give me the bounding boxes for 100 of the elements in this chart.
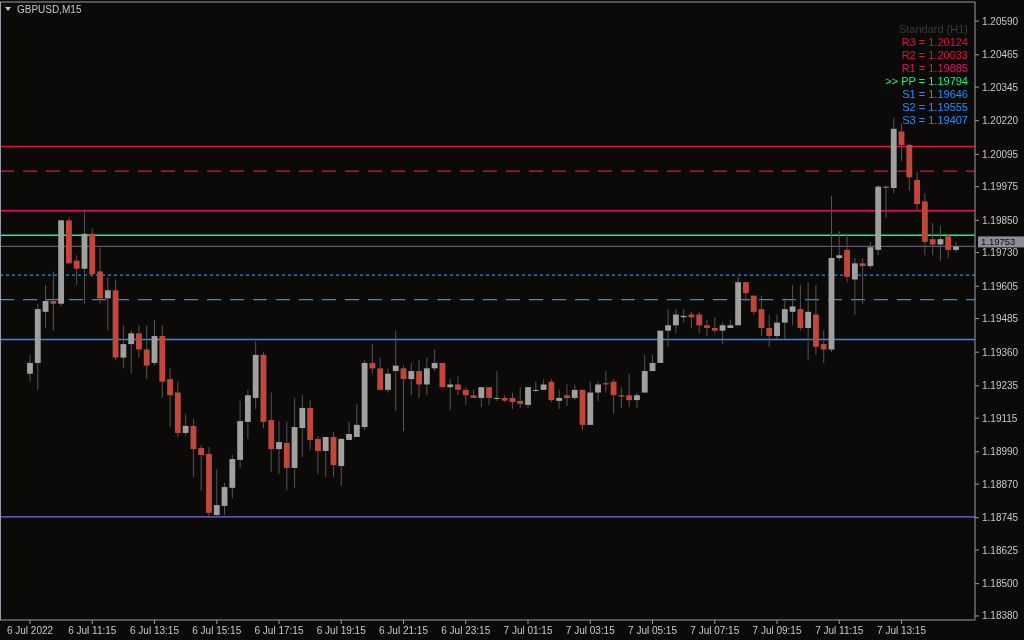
ref-line-label: R2 = 1.20033 xyxy=(901,49,968,61)
y-tick-label: 1.18500 xyxy=(982,578,1019,590)
candlestick xyxy=(797,284,804,332)
candlestick xyxy=(143,324,150,380)
chart-title: GBPUSD,M15 xyxy=(17,4,82,15)
x-tick-label: 6 Jul 2022 xyxy=(6,625,54,636)
x-tick-label: 7 Jul 13:15 xyxy=(877,625,927,636)
candlestick xyxy=(377,357,384,391)
candlestick xyxy=(136,324,142,359)
y-tick-label: 1.19485 xyxy=(982,313,1019,325)
candlestick xyxy=(346,421,352,441)
ref-line-label: S2 = 1.19555 xyxy=(902,101,968,113)
candlestick xyxy=(392,330,399,412)
candlestick xyxy=(564,383,570,407)
candlestick xyxy=(104,276,111,332)
y-tick-label: 1.19360 xyxy=(982,346,1019,358)
y-tick-label: 1.18625 xyxy=(982,544,1019,556)
candlestick xyxy=(556,389,563,410)
candlestick xyxy=(276,420,282,475)
x-tick-label: 7 Jul 03:15 xyxy=(565,625,616,636)
candlestick xyxy=(610,378,617,414)
x-tick-label: 7 Jul 09:15 xyxy=(752,625,802,636)
candlestick xyxy=(493,370,500,402)
candlestick xyxy=(719,322,726,345)
ref-line-label: S1 = 1.19646 xyxy=(902,88,968,100)
candlestick xyxy=(213,468,220,518)
y-tick-label: 1.18745 xyxy=(982,512,1019,524)
candlestick xyxy=(299,394,306,458)
candlestick xyxy=(867,241,874,270)
candlestick xyxy=(27,354,33,383)
candlestick xyxy=(937,225,944,262)
candlestick xyxy=(73,254,80,286)
y-tick-label: 1.19730 xyxy=(982,247,1019,259)
candlestick xyxy=(182,413,189,437)
y-tick-label: 1.19975 xyxy=(982,181,1019,193)
candlestick xyxy=(50,270,57,332)
candlestick xyxy=(120,324,127,369)
x-tick-label: 7 Jul 11:15 xyxy=(815,625,864,636)
y-tick-label: 1.18990 xyxy=(982,446,1019,458)
candlestick xyxy=(455,375,461,396)
candlestick xyxy=(618,386,625,409)
x-tick-label: 6 Jul 19:15 xyxy=(316,625,367,636)
x-tick-label: 6 Jul 15:15 xyxy=(192,625,242,636)
candlestick xyxy=(805,281,812,361)
candlestick xyxy=(416,359,422,399)
candlestick xyxy=(789,284,796,326)
candlestick xyxy=(385,367,391,394)
candlestick xyxy=(766,314,773,348)
y-tick-label: 1.20465 xyxy=(982,49,1019,61)
candlestick xyxy=(945,233,952,259)
y-tick-label: 1.20220 xyxy=(982,115,1019,127)
y-tick-label: 1.18380 xyxy=(982,610,1019,622)
ref-line-label: R1 = 1.19885 xyxy=(901,62,968,74)
candlestick xyxy=(672,308,679,334)
candlestick xyxy=(190,418,197,478)
candlestick xyxy=(532,381,539,394)
candlestick xyxy=(322,436,329,478)
y-tick-label: 1.20590 xyxy=(982,15,1019,27)
candlestick xyxy=(774,314,780,340)
x-tick-label: 7 Jul 05:15 xyxy=(628,625,678,636)
candlestick xyxy=(626,373,633,408)
candlestick xyxy=(525,386,531,409)
candlestick xyxy=(423,357,430,396)
ref-line-label: >> PP = 1.19794 xyxy=(885,75,968,87)
x-tick-label: 6 Jul 13:15 xyxy=(130,625,180,636)
candlestick xyxy=(781,297,788,340)
y-tick-label: 1.20095 xyxy=(982,148,1019,160)
candlestick xyxy=(353,403,360,438)
candlestick xyxy=(431,348,438,372)
ref-line-label: S3 = 1.19407 xyxy=(902,114,968,126)
y-tick-label: 1.19115 xyxy=(982,412,1018,424)
x-tick-label: 7 Jul 07:15 xyxy=(690,625,740,636)
candlestick xyxy=(929,222,936,256)
candlestick xyxy=(315,435,321,475)
candlestick xyxy=(696,311,703,334)
x-tick-label: 6 Jul 17:15 xyxy=(254,625,304,636)
x-tick-label: 6 Jul 11:15 xyxy=(68,625,117,636)
candlestick xyxy=(742,281,749,302)
candlestick xyxy=(836,230,843,262)
candlestick xyxy=(665,308,671,348)
candlestick xyxy=(820,330,827,364)
ref-line-label: R3 = 1.20124 xyxy=(901,36,968,48)
y-tick-label: 1.19850 xyxy=(982,214,1019,226)
y-tick-label: 1.20345 xyxy=(982,81,1019,93)
candlestick xyxy=(851,257,858,315)
candlestick xyxy=(517,386,524,409)
x-tick-label: 7 Jul 01:15 xyxy=(503,625,553,636)
candlestick xyxy=(859,257,866,305)
candlestick xyxy=(408,362,415,396)
candlestick xyxy=(641,354,648,394)
candlestick xyxy=(953,241,959,254)
candlestick xyxy=(548,378,555,403)
candlestick xyxy=(447,378,454,411)
candlestick xyxy=(198,444,205,492)
y-tick-label: 1.19605 xyxy=(982,280,1019,292)
candlestick xyxy=(634,392,640,409)
candlestick xyxy=(704,319,710,337)
x-tick-label: 6 Jul 21:15 xyxy=(379,625,429,636)
candlestick xyxy=(369,343,376,375)
y-tick-label: 1.19235 xyxy=(982,380,1019,392)
